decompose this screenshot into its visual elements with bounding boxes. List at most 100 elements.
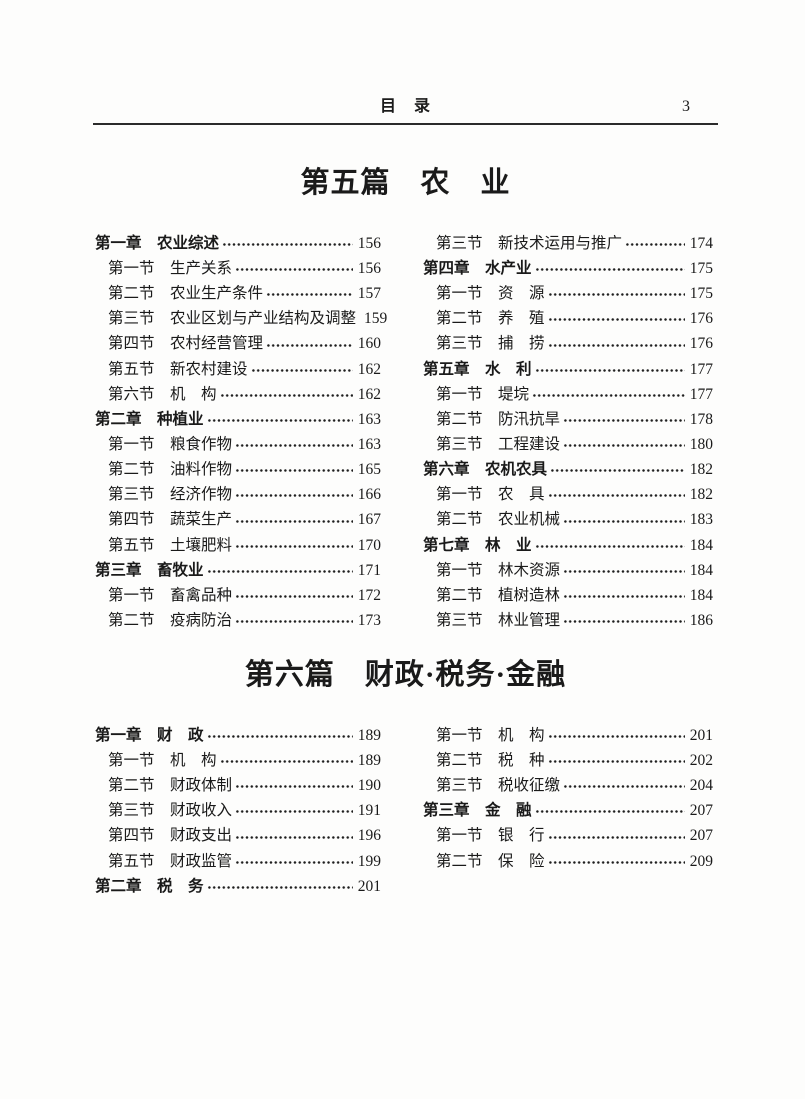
toc-entry-label: 第一章 农业综述 <box>95 234 220 252</box>
toc-entry-page: 189 <box>357 726 381 744</box>
toc-entry-label: 第一节 机 构 <box>436 726 545 744</box>
toc-entry: 第一章 财 政 189 <box>95 723 381 748</box>
dot-leader <box>547 293 685 297</box>
toc-entry-page: 201 <box>689 726 713 744</box>
toc-entry-label: 第一节 生产关系 <box>108 259 233 277</box>
toc-entry-label: 第四节 财政支出 <box>108 827 233 845</box>
toc-entry-page: 189 <box>357 751 381 769</box>
toc-entry: 第三节 农业区划与产业结构及调整 159 <box>95 306 387 331</box>
toc-entry-page: 163 <box>357 435 381 453</box>
toc-entry-page: 207 <box>689 802 713 820</box>
part6-right-column: 第一节 机 构 201 第二节 税 种 202 第三节 税收征缴 204 第三章 金 融 20… <box>423 723 713 899</box>
toc-entry-page: 186 <box>689 611 713 629</box>
toc-entry: 第四节 蔬菜生产 167 <box>95 508 381 533</box>
toc-entry-page: 156 <box>357 234 381 252</box>
toc-entry-label: 第二节 农业生产条件 <box>108 285 264 303</box>
toc-entry-page: 162 <box>357 385 381 403</box>
toc-entry-label: 第六节 机 构 <box>108 385 217 403</box>
toc-entry-label: 第三节 新技术运用与推广 <box>436 234 623 252</box>
toc-entry: 第一章 农业综述 156 <box>95 231 381 256</box>
toc-entry-label: 第二节 税 种 <box>436 751 545 769</box>
toc-entry: 第二章 种植业 163 <box>95 407 381 432</box>
dot-leader <box>547 735 685 739</box>
toc-entry: 第五章 水 利 177 <box>423 357 713 382</box>
toc-entry: 第三节 新技术运用与推广 174 <box>423 231 713 256</box>
toc-entry-label: 第五章 水 利 <box>423 360 532 378</box>
toc-entry-label: 第一节 粮食作物 <box>108 435 233 453</box>
dot-leader <box>532 393 685 397</box>
dot-leader <box>235 860 353 864</box>
toc-entry-label: 第五节 财政监管 <box>108 852 233 870</box>
toc-entry-label: 第二节 疫病防治 <box>108 611 233 629</box>
toc-entry-page: 204 <box>689 777 713 795</box>
toc-entry-label: 第三节 农业区划与产业结构及调整 <box>108 310 357 328</box>
part6-toc: 第一章 财 政 189 第一节 机 构 189 第二节 财政体制 190 第三节 财政收入 1… <box>95 723 713 899</box>
dot-leader <box>625 243 685 247</box>
toc-entry-label: 第二节 养 殖 <box>436 310 545 328</box>
toc-entry-page: 191 <box>357 802 381 820</box>
toc-entry: 第二节 养 殖 176 <box>423 306 713 331</box>
toc-entry-label: 第五节 新农村建设 <box>108 360 248 378</box>
toc-entry-label: 第四节 农村经营管理 <box>108 335 264 353</box>
dot-leader <box>206 885 353 889</box>
toc-entry: 第三节 工程建设 180 <box>423 432 713 457</box>
toc-entry: 第一节 粮食作物 163 <box>95 432 381 457</box>
toc-entry-page: 175 <box>689 285 713 303</box>
toc-entry: 第三节 经济作物 166 <box>95 482 381 507</box>
part5-left-column: 第一章 农业综述 156 第一节 生产关系 156 第二节 农业生产条件 157 第三节 农… <box>95 231 387 633</box>
toc-entry-page: 167 <box>357 511 381 529</box>
toc-entry-label: 第三节 财政收入 <box>108 802 233 820</box>
toc-entry-label: 第三节 捕 捞 <box>436 335 545 353</box>
header-rule <box>93 123 718 125</box>
toc-entry-page: 184 <box>689 536 713 554</box>
toc-entry-label: 第二节 保 险 <box>436 852 545 870</box>
toc-entry-page: 160 <box>357 335 381 353</box>
dot-leader <box>235 785 353 789</box>
toc-entry-page: 196 <box>357 827 381 845</box>
dot-leader <box>547 494 685 498</box>
toc-entry-page: 176 <box>689 310 713 328</box>
toc-entry: 第三节 财政收入 191 <box>95 798 381 823</box>
dot-leader <box>534 544 685 548</box>
toc-entry-label: 第三节 林业管理 <box>436 611 561 629</box>
dot-leader <box>547 835 685 839</box>
toc-entry-page: 190 <box>357 777 381 795</box>
part5-toc: 第一章 农业综述 156 第一节 生产关系 156 第二节 农业生产条件 157 第三节 农… <box>95 231 713 633</box>
dot-leader <box>563 785 685 789</box>
toc-entry-label: 第二节 财政体制 <box>108 777 233 795</box>
toc-entry: 第三章 金 融 207 <box>423 798 713 823</box>
dot-leader <box>534 368 685 372</box>
toc-entry: 第二节 疫病防治 173 <box>95 608 381 633</box>
toc-entry: 第五节 土壤肥料 170 <box>95 533 381 558</box>
toc-entry-page: 157 <box>357 285 381 303</box>
toc-entry: 第一节 生产关系 156 <box>95 256 381 281</box>
toc-entry: 第四节 农村经营管理 160 <box>95 332 381 357</box>
toc-entry: 第五节 新农村建设 162 <box>95 357 381 382</box>
toc-entry-page: 173 <box>357 611 381 629</box>
toc-entry-page: 175 <box>689 259 713 277</box>
toc-entry-label: 第一节 银 行 <box>436 827 545 845</box>
dot-leader <box>235 620 353 624</box>
toc-entry-page: 177 <box>689 385 713 403</box>
toc-entry-label: 第二节 农业机械 <box>436 511 561 529</box>
toc-entry: 第四章 水产业 175 <box>423 256 713 281</box>
dot-leader <box>534 268 685 272</box>
toc-entry-label: 第六章 农机农具 <box>423 461 548 479</box>
toc-entry: 第五节 财政监管 199 <box>95 849 381 874</box>
dot-leader <box>235 595 353 599</box>
part6-title: 第六篇 财政·税务·金融 <box>244 659 567 691</box>
dot-leader <box>250 368 353 372</box>
dot-leader <box>235 268 353 272</box>
toc-entry: 第三节 林业管理 186 <box>423 608 713 633</box>
dot-leader <box>235 835 353 839</box>
dot-leader <box>219 393 353 397</box>
toc-entry-label: 第二节 植树造林 <box>436 586 561 604</box>
toc-entry-page: 156 <box>357 259 381 277</box>
toc-entry-label: 第二节 防汛抗旱 <box>436 410 561 428</box>
dot-leader <box>206 419 353 423</box>
toc-entry: 第二节 油料作物 165 <box>95 457 381 482</box>
dot-leader <box>547 318 685 322</box>
toc-entry-page: 172 <box>357 586 381 604</box>
toc-entry: 第三章 畜牧业 171 <box>95 558 381 583</box>
toc-entry-label: 第一节 资 源 <box>436 285 545 303</box>
